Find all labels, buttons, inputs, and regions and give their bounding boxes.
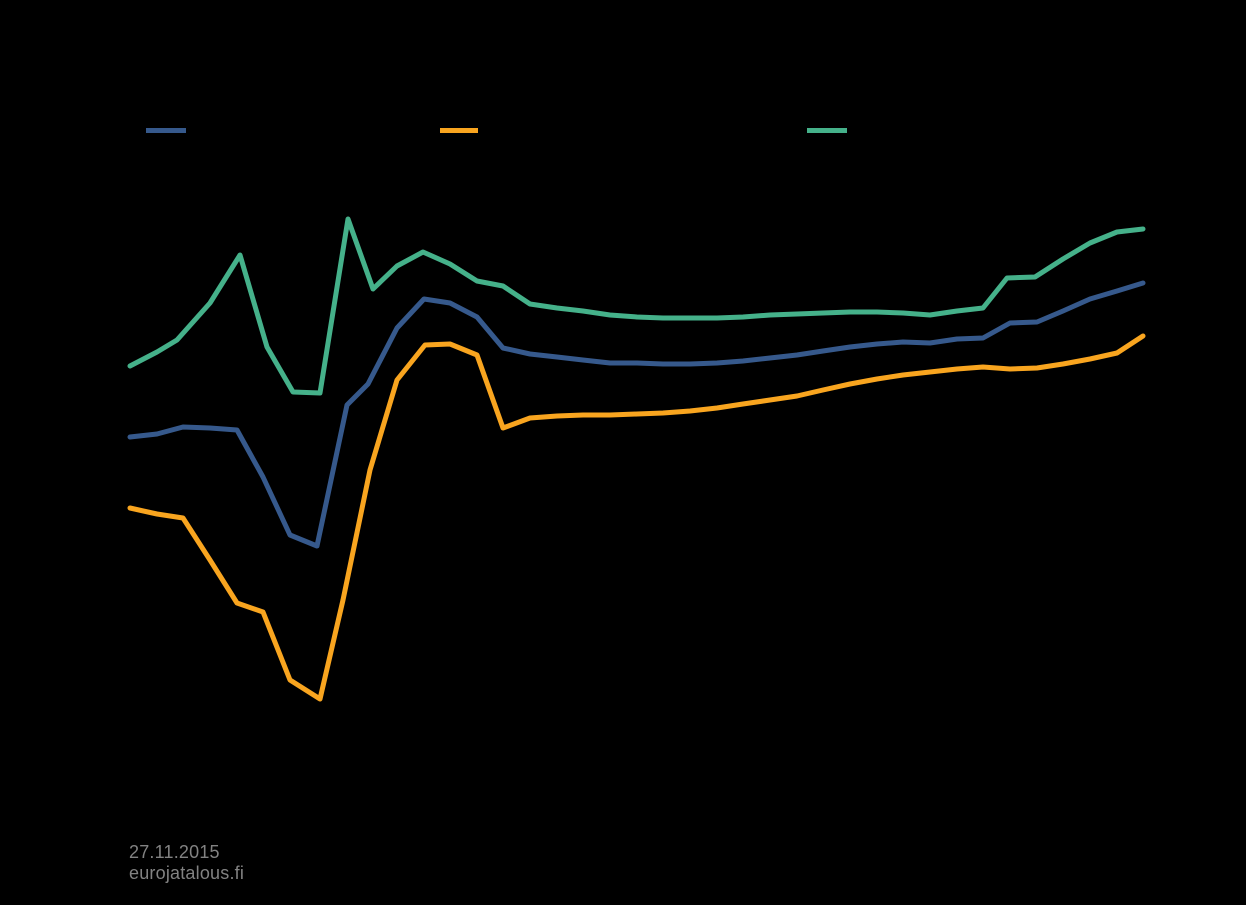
chart-footer: 27.11.2015 eurojatalous.fi — [129, 842, 244, 884]
line-orange — [127, 333, 1146, 702]
legend-swatch-green — [807, 128, 847, 133]
line-green — [127, 216, 1146, 396]
footer-date: 27.11.2015 — [129, 842, 220, 862]
legend-swatch-orange — [440, 128, 478, 133]
footer-site: eurojatalous.fi — [129, 863, 245, 883]
legend-swatch-blue — [146, 128, 186, 133]
line-blue — [127, 280, 1146, 549]
